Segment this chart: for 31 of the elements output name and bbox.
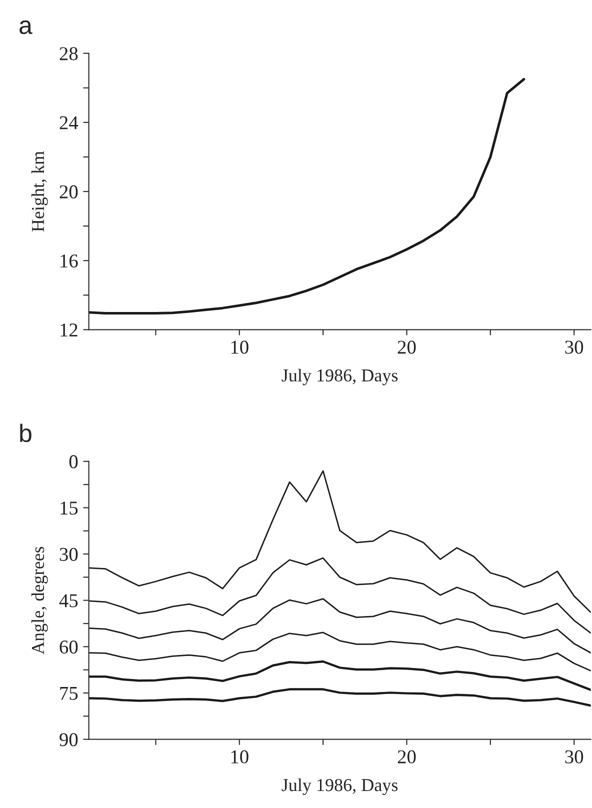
x-tick-label: 20 <box>398 340 416 354</box>
x-tick-label: 20 <box>398 750 416 764</box>
x-tick-label: 10 <box>231 340 248 354</box>
line-series <box>88 470 591 614</box>
y-tick-label: 60 <box>60 640 78 654</box>
line-series <box>88 598 591 654</box>
x-tick-label: 30 <box>565 750 584 764</box>
line-series <box>88 78 526 315</box>
y-tick-label: 15 <box>60 502 78 515</box>
y-tick-label: 24 <box>60 116 78 130</box>
y-tick-label: 20 <box>60 185 78 198</box>
line-series <box>88 660 591 692</box>
line-series <box>88 632 591 672</box>
y-tick-label: 16 <box>60 254 78 268</box>
chart-title: a <box>20 20 32 34</box>
y-tick-label: 90 <box>60 733 78 746</box>
y-tick-label: 30 <box>60 548 78 561</box>
x-tick-label: 30 <box>565 340 584 354</box>
x-axis-title: July 1986, Days <box>282 778 398 795</box>
x-axis-title: July 1986, Days <box>282 368 398 386</box>
y-tick-label: 75 <box>60 687 78 700</box>
y-axis-title: Angle, degrees <box>31 546 48 654</box>
y-tick-label: 28 <box>60 47 78 60</box>
y-axis-title: Height, km <box>31 151 48 232</box>
line-series <box>88 688 591 707</box>
y-tick-label: 45 <box>59 594 78 608</box>
y-tick-label: 12 <box>60 324 78 336</box>
chart-title: b <box>20 424 32 442</box>
line-series <box>88 557 591 634</box>
y-tick-label: 0 <box>69 455 78 468</box>
x-tick-label: 10 <box>231 750 248 764</box>
